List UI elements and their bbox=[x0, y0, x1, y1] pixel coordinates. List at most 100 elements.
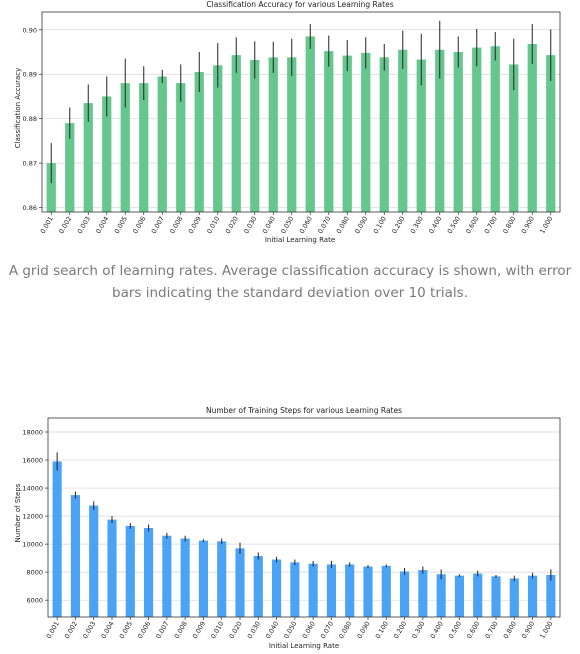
steps-x-tick-label: 0.090 bbox=[355, 620, 371, 640]
steps-bar-1.000 bbox=[546, 574, 556, 617]
accuracy-y-tick-label: 0.90 bbox=[23, 26, 37, 34]
steps-bar-0.050 bbox=[290, 562, 300, 617]
accuracy-y-tick-label: 0.89 bbox=[23, 71, 37, 79]
accuracy-bar-0.020 bbox=[231, 55, 241, 212]
accuracy-y-tick-label: 0.87 bbox=[23, 160, 37, 168]
steps-x-tick-label: 0.050 bbox=[282, 620, 298, 640]
steps-bar-0.003 bbox=[89, 505, 99, 617]
steps-x-tick-label: 0.005 bbox=[118, 620, 134, 640]
steps-bar-0.006 bbox=[144, 528, 154, 617]
steps-x-tick-label: 0.030 bbox=[246, 620, 262, 640]
accuracy-bar-0.080 bbox=[342, 55, 352, 212]
steps-x-tick-label: 0.008 bbox=[173, 620, 189, 640]
steps-bar-0.100 bbox=[381, 565, 391, 617]
accuracy-x-tick-label: 0.030 bbox=[242, 215, 258, 235]
accuracy-x-tick-label: 1.000 bbox=[538, 215, 554, 235]
steps-y-ticks: 6000 8000 10000 12000 14000 16000 18000 bbox=[22, 429, 48, 605]
accuracy-bar-0.500 bbox=[453, 52, 463, 212]
accuracy-x-tick-label: 0.005 bbox=[113, 215, 129, 235]
accuracy-bar-0.300 bbox=[416, 59, 426, 212]
steps-y-tick-label: 12000 bbox=[22, 513, 43, 521]
accuracy-bar-0.700 bbox=[490, 46, 500, 212]
steps-bar-0.070 bbox=[326, 564, 336, 617]
steps-x-tick-label: 0.500 bbox=[447, 620, 463, 640]
steps-x-tick-label: 0.003 bbox=[81, 620, 97, 640]
steps-bar-0.500 bbox=[454, 575, 464, 617]
accuracy-bar-0.600 bbox=[472, 47, 482, 212]
steps-x-tick-label: 0.006 bbox=[136, 620, 152, 640]
steps-y-tick-label: 6000 bbox=[26, 597, 43, 605]
accuracy-bar-0.030 bbox=[250, 60, 260, 212]
steps-x-tick-label: 0.007 bbox=[154, 620, 170, 640]
steps-bar-0.002 bbox=[70, 495, 80, 617]
accuracy-x-tick-label: 0.020 bbox=[224, 215, 240, 235]
steps-bar-0.010 bbox=[217, 541, 227, 617]
steps-x-tick-label: 0.400 bbox=[429, 620, 445, 640]
steps-bar-0.030 bbox=[253, 556, 263, 617]
accuracy-x-tick-label: 0.600 bbox=[464, 215, 480, 235]
steps-x-tick-label: 0.060 bbox=[301, 620, 317, 640]
steps-x-tick-label: 0.080 bbox=[337, 620, 353, 640]
steps-bar-0.400 bbox=[436, 574, 446, 617]
accuracy-x-ticks: 0.001 0.002 0.003 0.004 0.005 0.006 0.007 0.008… bbox=[39, 212, 554, 235]
steps-plot-frame bbox=[47, 417, 561, 618]
accuracy-x-tick-label: 0.800 bbox=[501, 215, 517, 235]
accuracy-x-tick-label: 0.002 bbox=[57, 215, 73, 235]
steps-y-tick-label: 14000 bbox=[22, 485, 43, 493]
steps-bar-0.900 bbox=[528, 575, 538, 617]
steps-x-tick-label: 0.009 bbox=[191, 620, 207, 640]
steps-x-tick-label: 0.300 bbox=[410, 620, 426, 640]
accuracy-chart: Classification Accuracy for various Lear… bbox=[14, 0, 561, 244]
accuracy-y-tick-label: 0.86 bbox=[23, 204, 37, 212]
steps-bar-0.800 bbox=[509, 578, 519, 617]
accuracy-x-tick-label: 0.010 bbox=[205, 215, 221, 235]
accuracy-bar-0.005 bbox=[120, 83, 130, 212]
accuracy-x-tick-label: 0.004 bbox=[94, 215, 110, 235]
accuracy-y-tick-label: 0.88 bbox=[23, 115, 37, 123]
steps-x-tick-label: 0.200 bbox=[392, 620, 408, 640]
steps-x-tick-label: 0.020 bbox=[227, 620, 243, 640]
steps-bar-0.080 bbox=[345, 564, 355, 617]
accuracy-bar-0.090 bbox=[361, 52, 371, 213]
steps-y-tick-label: 8000 bbox=[26, 569, 43, 577]
steps-y-tick-label: 16000 bbox=[22, 457, 43, 465]
accuracy-bar-0.010 bbox=[213, 65, 223, 212]
steps-bar-0.008 bbox=[180, 538, 190, 617]
steps-x-tick-label: 0.100 bbox=[374, 620, 390, 640]
accuracy-x-tick-label: 0.500 bbox=[446, 215, 462, 235]
accuracy-bars bbox=[46, 36, 556, 213]
accuracy-x-tick-label: 0.060 bbox=[298, 215, 314, 235]
accuracy-y-axis-label: Classification Accuracy bbox=[14, 68, 22, 149]
steps-x-tick-label: 0.002 bbox=[63, 620, 79, 640]
steps-bar-0.040 bbox=[272, 559, 282, 617]
steps-bar-0.700 bbox=[491, 576, 501, 617]
accuracy-error-bars bbox=[50, 20, 552, 184]
accuracy-bar-0.800 bbox=[509, 64, 519, 212]
steps-x-tick-label: 0.001 bbox=[45, 620, 61, 640]
accuracy-x-axis-label: Initial Learning Rate bbox=[265, 236, 335, 244]
accuracy-bar-0.050 bbox=[287, 57, 297, 213]
accuracy-bar-0.002 bbox=[65, 123, 75, 212]
steps-bars bbox=[52, 461, 556, 617]
accuracy-x-tick-label: 0.001 bbox=[39, 215, 55, 235]
accuracy-bar-0.001 bbox=[46, 163, 56, 212]
steps-chart-title: Number of Training Steps for various Lea… bbox=[206, 406, 402, 415]
accuracy-plot-frame bbox=[41, 11, 561, 213]
accuracy-bar-0.040 bbox=[268, 57, 278, 213]
accuracy-bar-0.009 bbox=[194, 72, 204, 212]
accuracy-bar-0.006 bbox=[139, 83, 149, 212]
steps-x-ticks: 0.001 0.002 0.003 0.004 0.005 0.006 0.007 0.008… bbox=[45, 617, 555, 640]
accuracy-x-tick-label: 0.006 bbox=[131, 215, 147, 235]
accuracy-x-tick-label: 0.400 bbox=[427, 215, 443, 235]
steps-x-tick-label: 1.000 bbox=[538, 620, 554, 640]
accuracy-x-tick-label: 0.900 bbox=[520, 215, 536, 235]
accuracy-bar-0.004 bbox=[102, 96, 112, 212]
steps-x-tick-label: 0.004 bbox=[99, 620, 115, 640]
steps-bar-0.009 bbox=[198, 540, 208, 617]
accuracy-x-tick-label: 0.070 bbox=[316, 215, 332, 235]
accuracy-bar-0.400 bbox=[435, 49, 445, 213]
accuracy-x-tick-label: 0.008 bbox=[168, 215, 184, 235]
steps-bar-0.007 bbox=[162, 535, 172, 617]
accuracy-x-tick-label: 0.300 bbox=[409, 215, 425, 235]
steps-bar-0.001 bbox=[52, 461, 62, 617]
